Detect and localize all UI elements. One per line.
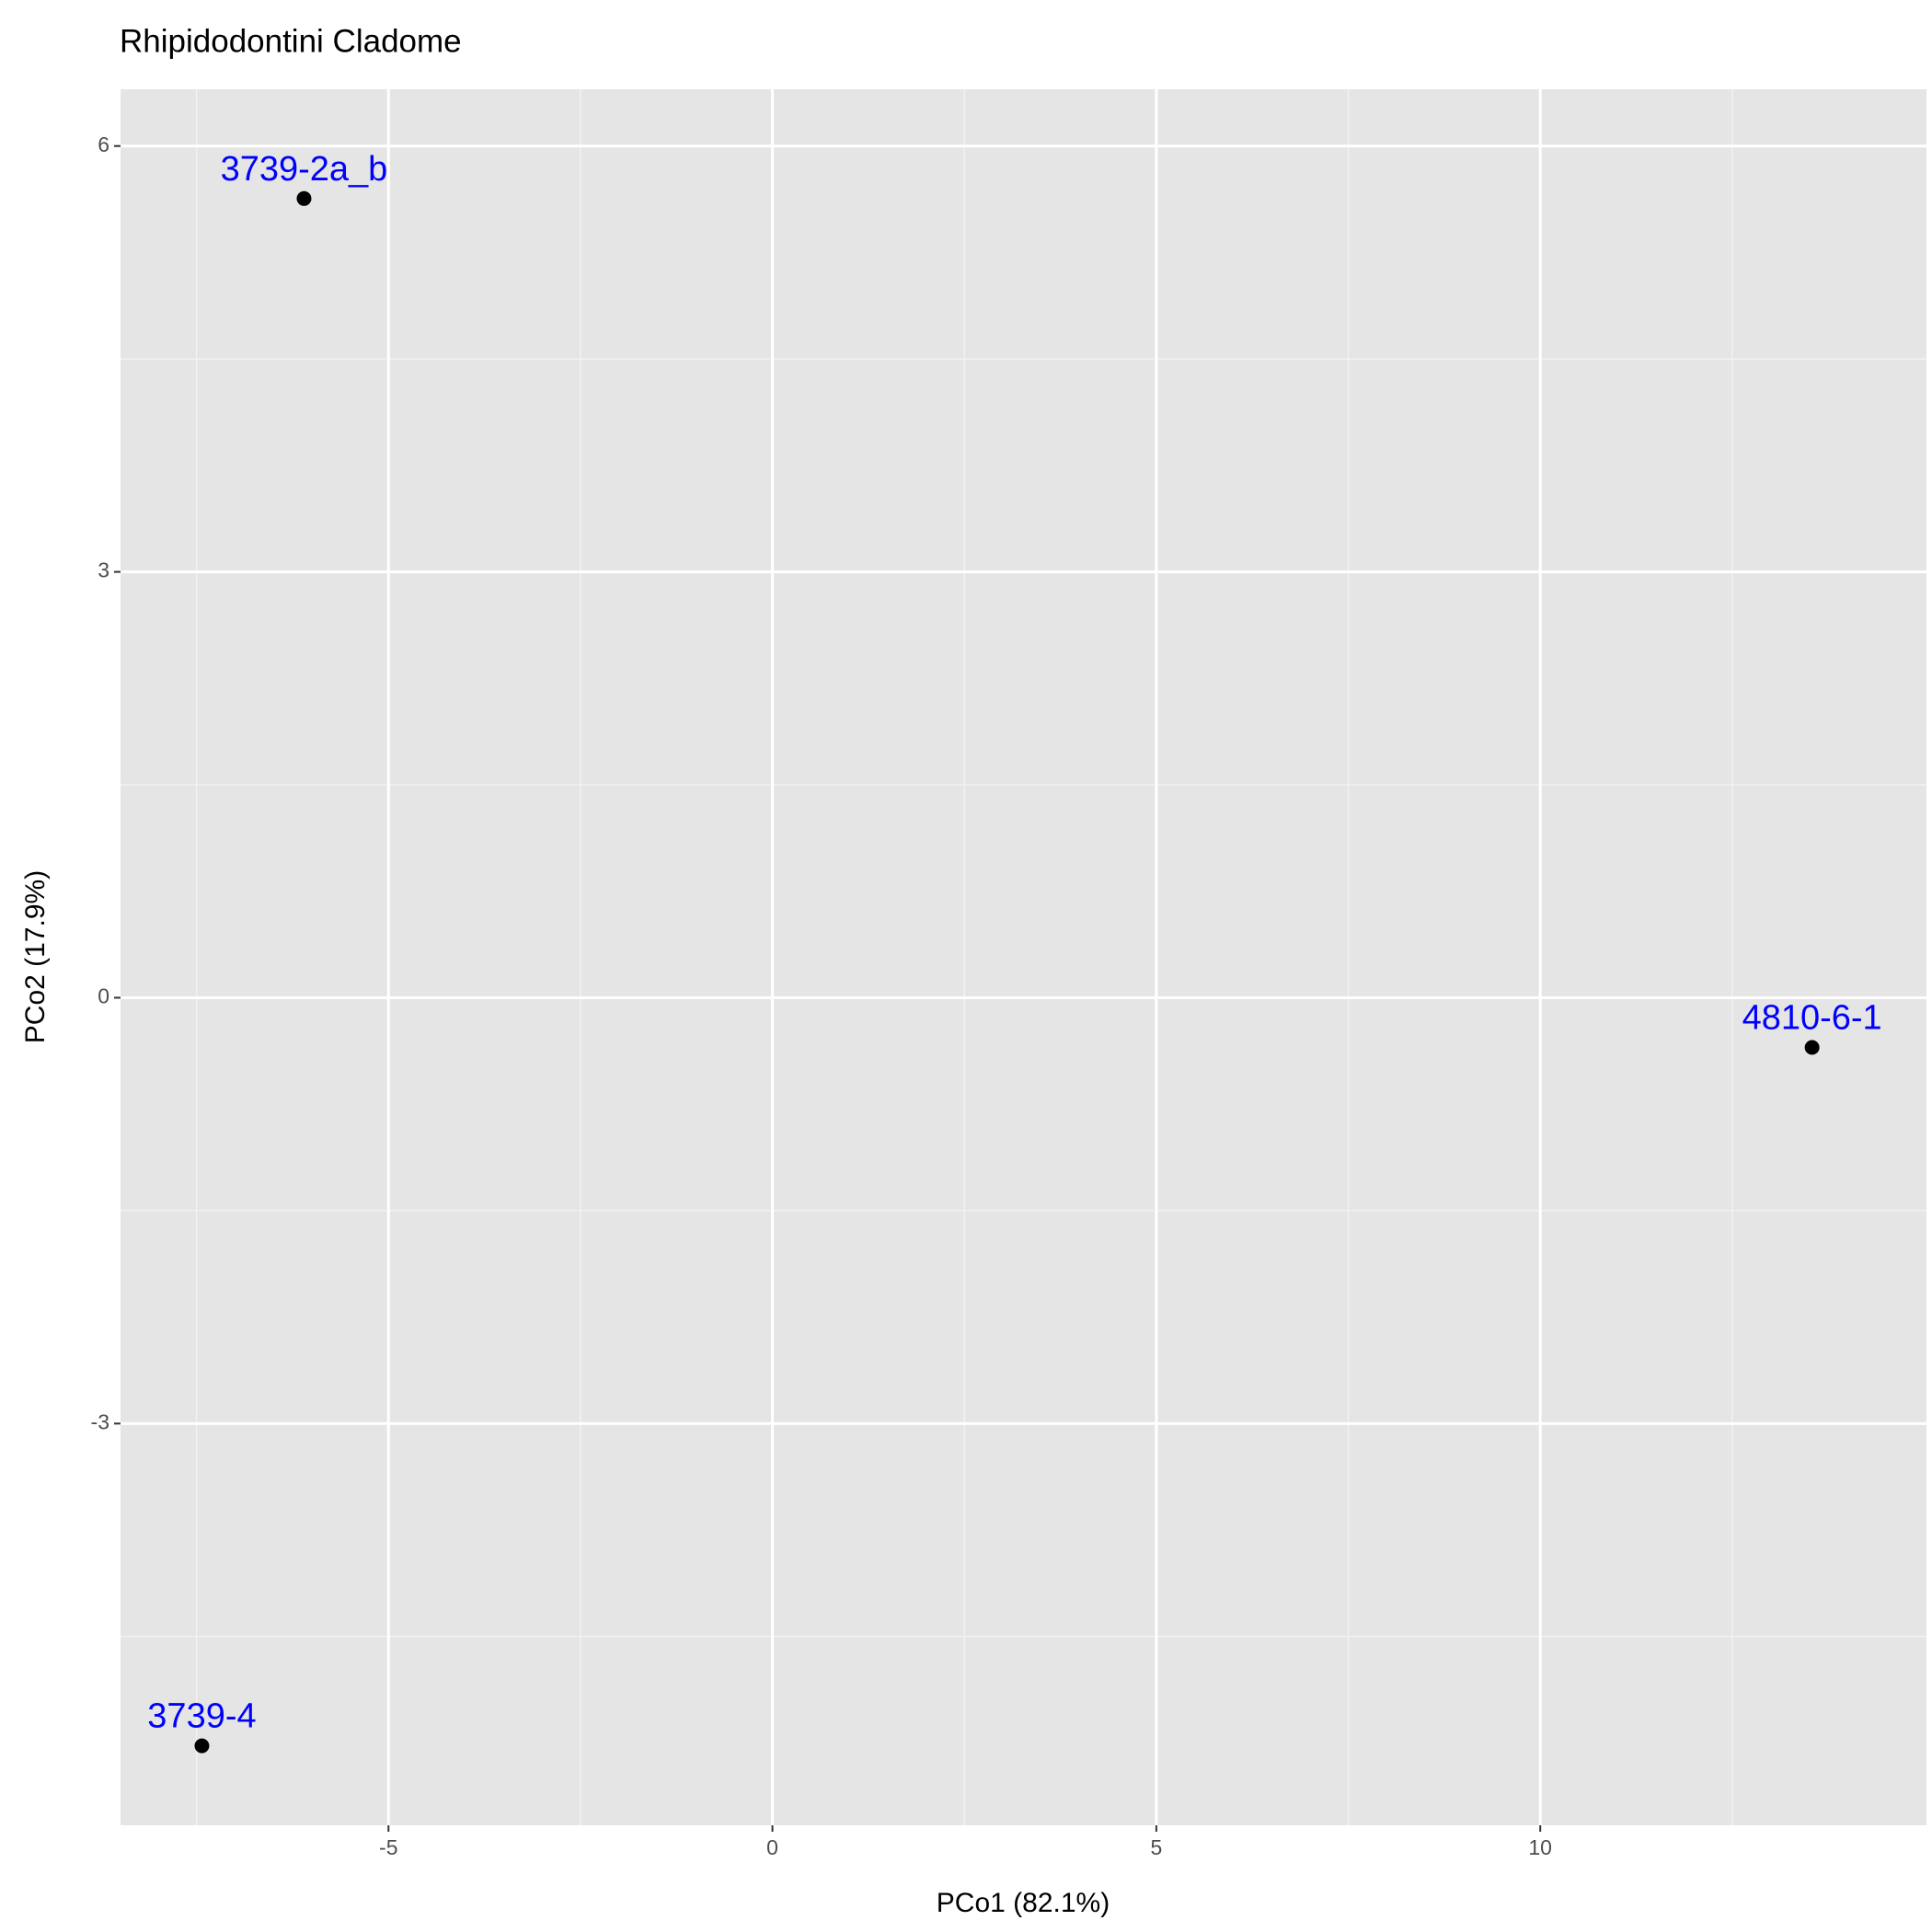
point-label: 4810-6-1 [1742,999,1882,1038]
plot-area: 3739-2a_b 3739-4 4810-6-1 [147,150,1882,1754]
x-tick-label: 0 [766,1835,778,1859]
x-axis-label: PCo1 (82.1%) [937,1888,1110,1918]
y-tick-label: -3 [91,1409,109,1433]
y-tick-label: 3 [98,558,109,582]
point-label: 3739-2a_b [221,150,388,189]
x-tick-label: -5 [379,1835,397,1859]
point [194,1738,210,1754]
chart-title: Rhipidodontini Cladome [120,23,462,59]
point [1804,1040,1820,1055]
point-label: 3739-4 [147,1697,256,1736]
y-tick-label: 0 [98,984,109,1008]
x-tick-label: 5 [1150,1835,1162,1859]
panel [121,89,1926,1825]
y-axis-label: PCo2 (17.9%) [20,870,51,1043]
y-tick-label: 6 [98,132,109,156]
x-tick-label: 10 [1528,1835,1552,1859]
point [296,190,312,206]
grid [121,89,1926,1825]
